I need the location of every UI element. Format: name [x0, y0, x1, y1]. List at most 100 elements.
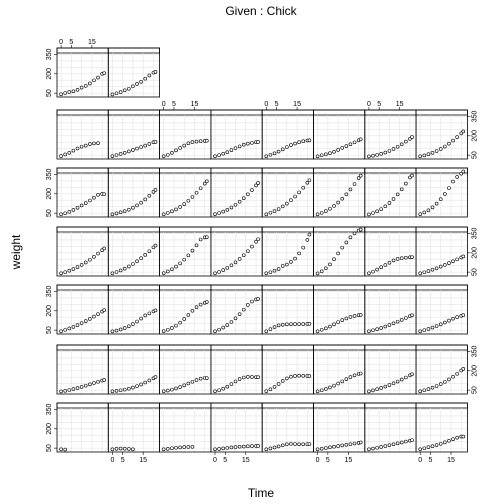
- panel-frame: [210, 344, 263, 395]
- data-point: [135, 82, 139, 86]
- panel-strip: [56, 109, 109, 116]
- panel-strip: [210, 284, 263, 291]
- data-point: [213, 154, 217, 159]
- panel-strip: [56, 402, 109, 409]
- data-point: [246, 249, 250, 253]
- panel-frame: [415, 344, 468, 395]
- data-point: [410, 313, 414, 318]
- data-point: [217, 270, 221, 274]
- data-point: [315, 389, 320, 394]
- data-point: [340, 318, 345, 322]
- data-point: [268, 270, 273, 275]
- data-point: [404, 181, 408, 186]
- data-point: [336, 320, 340, 324]
- y-tick-label: 350: [46, 286, 53, 298]
- data-point: [451, 316, 455, 321]
- data-point: [256, 140, 260, 144]
- data-point: [276, 149, 281, 154]
- data-point: [404, 255, 408, 260]
- data-point: [147, 249, 152, 254]
- data-point: [430, 444, 435, 448]
- data-point: [375, 387, 379, 392]
- y-tick-label: 350: [46, 404, 53, 416]
- data-point: [399, 187, 404, 192]
- data-point: [358, 173, 363, 178]
- data-point: [88, 198, 92, 203]
- y-tick-label: 50: [46, 444, 53, 452]
- y-tick-label: 50: [471, 151, 478, 159]
- data-point: [422, 388, 427, 393]
- data-point: [135, 203, 139, 208]
- data-point: [182, 383, 187, 388]
- data-point: [250, 375, 254, 379]
- data-point: [122, 209, 127, 213]
- data-point: [328, 324, 332, 329]
- data-point: [75, 146, 80, 151]
- data-point: [190, 248, 195, 253]
- data-point: [315, 271, 320, 276]
- panel-strip: [261, 402, 314, 409]
- data-point: [153, 140, 158, 144]
- data-point: [233, 260, 238, 265]
- data-point: [198, 302, 203, 307]
- data-point: [153, 308, 158, 313]
- data-point: [371, 446, 375, 451]
- data-point: [127, 324, 131, 329]
- data-point: [217, 388, 221, 393]
- data-point: [422, 210, 427, 215]
- x-tick-label: 5: [121, 457, 125, 464]
- data-point: [241, 444, 246, 449]
- data-point: [241, 253, 246, 258]
- data-point: [250, 141, 254, 145]
- data-point: [285, 376, 289, 381]
- panel-strip: [56, 284, 109, 291]
- data-point: [315, 212, 320, 217]
- data-point: [307, 442, 312, 446]
- data-point: [147, 378, 152, 383]
- data-point: [289, 260, 293, 264]
- data-point: [250, 244, 254, 249]
- data-point: [135, 259, 139, 264]
- data-point: [358, 440, 363, 445]
- data-point: [383, 150, 388, 155]
- data-point: [447, 141, 451, 146]
- panel-strip: [159, 402, 212, 409]
- data-point: [92, 314, 96, 319]
- data-point: [426, 208, 431, 213]
- data-point: [186, 198, 191, 203]
- data-point: [186, 313, 191, 317]
- data-point: [375, 209, 379, 214]
- data-point: [118, 90, 123, 94]
- data-point: [276, 267, 281, 271]
- panel-strip: [56, 167, 109, 174]
- panel-frame: [313, 226, 366, 277]
- data-point: [276, 382, 281, 386]
- y-axis-label: weight: [9, 234, 23, 270]
- data-point: [174, 207, 178, 212]
- data-point: [170, 446, 174, 451]
- data-point: [297, 251, 301, 256]
- data-point: [461, 169, 466, 174]
- data-point: [422, 328, 427, 332]
- panel-frame: [159, 167, 212, 218]
- data-point: [118, 210, 123, 215]
- data-point: [348, 235, 353, 240]
- x-tick-label: 15: [191, 101, 199, 108]
- data-point: [79, 385, 84, 389]
- panel-frame: [364, 226, 417, 277]
- data-point: [114, 211, 119, 216]
- data-point: [114, 446, 119, 451]
- data-point: [225, 266, 230, 270]
- data-point: [301, 139, 306, 144]
- data-point: [455, 175, 459, 179]
- data-point: [328, 262, 332, 267]
- panel-strip: [210, 402, 263, 409]
- data-point: [237, 257, 242, 261]
- data-point: [229, 205, 234, 210]
- data-point: [340, 196, 345, 201]
- data-point: [285, 262, 289, 267]
- data-point: [118, 268, 123, 273]
- data-point: [348, 375, 353, 379]
- data-point: [391, 258, 396, 263]
- data-point: [178, 445, 182, 450]
